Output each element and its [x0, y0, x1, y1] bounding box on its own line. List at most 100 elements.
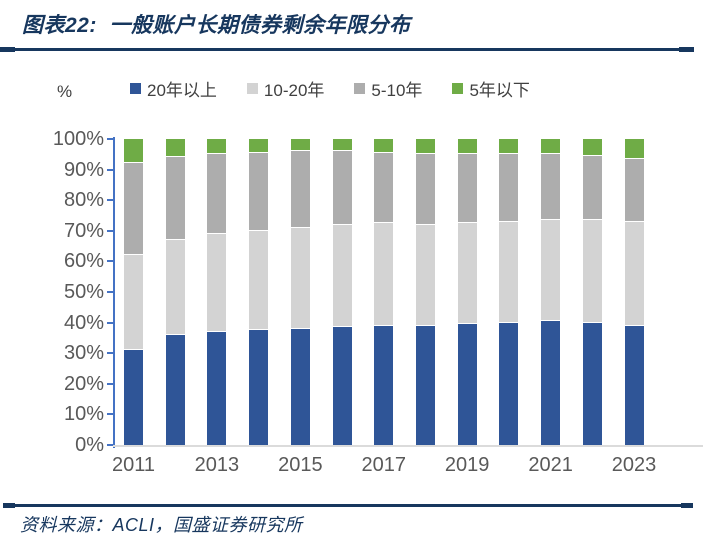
bar-segment-2023-5年以下: [624, 139, 644, 159]
y-axis-tick: [107, 352, 114, 355]
bar-segment-2023-20年以上: [624, 325, 644, 445]
y-axis-label: 40%: [63, 311, 104, 334]
bar-segment-2022-5-10年: [582, 155, 602, 221]
y-axis-tick: [107, 382, 114, 385]
legend-swatch-icon: [246, 83, 258, 94]
bar-2020: [499, 139, 519, 445]
y-axis-label: 30%: [63, 342, 104, 365]
bar-2018: [415, 139, 435, 445]
y-axis-tick: [107, 260, 114, 263]
legend-label: 10-20年: [263, 81, 325, 100]
bar-segment-2020-10-20年: [499, 221, 519, 323]
y-axis-tick: [107, 291, 114, 293]
x-axis-label: 2021: [528, 454, 573, 476]
y-axis-label: 90%: [63, 158, 104, 181]
bar-segment-2015-20年以上: [290, 328, 310, 445]
y-axis-label: 0%: [75, 434, 104, 456]
title-underline-left-nub: [0, 46, 15, 52]
bar-segment-2012-20年以上: [165, 334, 185, 445]
y-axis-label: 70%: [63, 219, 104, 242]
title-underline-right-nub: [679, 46, 694, 52]
bar-segment-2020-5年以下: [499, 139, 519, 155]
bar-2012: [165, 139, 185, 445]
bar-2011: [124, 139, 143, 445]
y-axis-label: 20%: [63, 372, 104, 395]
bar-segment-2011-20年以上: [124, 350, 143, 445]
bar-segment-2015-10-20年: [290, 227, 310, 329]
bar-segment-2012-5年以下: [165, 139, 185, 158]
bar-segment-2018-5年以下: [415, 139, 435, 155]
y-axis-label: 10%: [63, 403, 104, 426]
bar-segment-2016-20年以上: [332, 327, 352, 445]
title-underline: [0, 46, 694, 52]
figure-title: 图表22: 一般账户长期债券剩余年限分布: [22, 14, 411, 37]
bar-segment-2016-5-10年: [332, 151, 352, 225]
y-axis-tick: [107, 413, 114, 416]
x-axis-label: 2019: [444, 454, 490, 476]
bar-segment-2018-10-20年: [415, 224, 435, 326]
y-axis-label: 60%: [63, 250, 104, 273]
bar-segment-2013-20年以上: [207, 331, 227, 445]
bar-segment-2017-20年以上: [374, 325, 394, 445]
bar-2017: [374, 139, 394, 445]
x-axis-label: 2011: [111, 454, 155, 476]
bar-2023: [624, 139, 644, 445]
bar-2014: [249, 139, 269, 445]
footer-divider: [3, 503, 693, 508]
bar-segment-2017-10-20年: [374, 223, 394, 326]
bar-segment-2022-20年以上: [582, 322, 602, 445]
legend-item-20年以上: 20年以上: [130, 76, 217, 101]
bar-segment-2018-20年以上: [415, 325, 435, 445]
legend-label: 5-10年: [371, 81, 423, 100]
bar-segment-2019-5年以下: [457, 139, 477, 155]
bar-segment-2015-5-10年: [290, 151, 310, 228]
bar-2016: [332, 139, 352, 445]
y-axis-tick: [107, 321, 114, 324]
x-axis-label: 2023: [611, 454, 657, 476]
bar-2015: [290, 139, 310, 445]
bar-segment-2019-10-20年: [457, 223, 477, 325]
bar-2022: [582, 139, 602, 445]
bar-segment-2012-5-10年: [165, 157, 185, 240]
bar-segment-2022-5年以下: [582, 139, 602, 156]
y-axis-tick: [107, 444, 114, 446]
bar-2013: [207, 139, 227, 445]
bar-segment-2013-5年以下: [207, 139, 227, 155]
bar-2019: [457, 139, 477, 445]
bar-segment-2014-10-20年: [249, 230, 269, 331]
footer-divider-right-nub: [681, 503, 693, 508]
y-axis-tick: [107, 229, 114, 232]
legend-item-5年以下: 5年以下: [452, 76, 530, 101]
bar-segment-2021-10-20年: [541, 220, 561, 322]
bar-segment-2014-20年以上: [249, 330, 269, 445]
footer-divider-left-nub: [3, 503, 15, 508]
y-axis-label: 50%: [63, 281, 104, 303]
y-axis-line: [113, 137, 115, 448]
legend-swatch-icon: [452, 83, 464, 94]
bar-segment-2012-10-20年: [165, 239, 185, 335]
bar-segment-2016-5年以下: [332, 139, 352, 152]
x-axis-label: 2013: [194, 454, 240, 476]
bar-segment-2011-10-20年: [124, 255, 143, 351]
bar-segment-2015-5年以下: [290, 139, 310, 152]
x-axis-label: 2015: [278, 454, 323, 476]
y-axis-label: 100%: [52, 128, 104, 150]
bar-segment-2022-10-20年: [582, 220, 602, 323]
y-axis-unit-label: %: [57, 82, 73, 101]
legend-item-5-10年: 5-10年: [354, 76, 422, 101]
legend-item-10-20年: 10-20年: [246, 76, 325, 101]
bar-segment-2014-5-10年: [249, 152, 269, 231]
bar-segment-2011-5年以下: [124, 139, 143, 164]
bar-segment-2019-20年以上: [457, 324, 477, 445]
bar-segment-2021-20年以上: [541, 321, 561, 445]
bar-segment-2021-5-10年: [541, 154, 561, 221]
bar-segment-2023-10-20年: [624, 221, 644, 326]
bar-segment-2019-5-10年: [457, 154, 477, 224]
x-axis-line: [113, 445, 703, 447]
x-axis-label: 2017: [361, 454, 407, 476]
bar-segment-2020-5-10年: [499, 154, 519, 222]
bar-segment-2016-10-20年: [332, 224, 352, 328]
bar-segment-2014-5年以下: [249, 139, 269, 153]
